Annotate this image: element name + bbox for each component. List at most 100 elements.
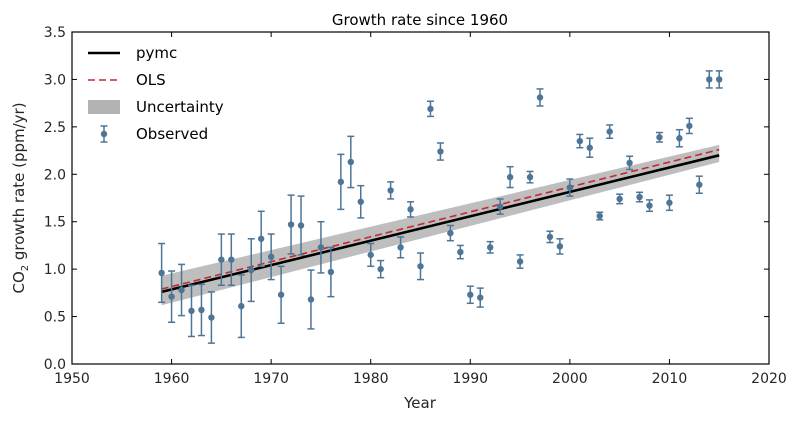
observed-point (576, 133, 584, 149)
observed-point (227, 233, 235, 287)
observed-marker (706, 76, 713, 83)
legend-label: Uncertainty (136, 98, 224, 116)
y-tick-label: 3.5 (44, 25, 66, 41)
observed-marker (248, 266, 255, 274)
observed-marker (467, 291, 474, 298)
x-tick-label: 1990 (452, 371, 488, 387)
observed-marker (367, 251, 374, 259)
y-tick-label: 3.0 (44, 72, 66, 88)
observed-point (307, 269, 315, 330)
observed-point (337, 153, 345, 211)
observed-marker (188, 307, 195, 315)
observed-point (596, 211, 604, 221)
observed-point (436, 142, 444, 161)
observed-point (397, 236, 405, 259)
observed-point (616, 193, 624, 205)
x-tick-label: 1970 (253, 371, 289, 387)
observed-marker (168, 293, 175, 300)
legend-label: OLS (136, 71, 166, 89)
observed-point (526, 170, 534, 184)
observed-point (178, 263, 186, 317)
legend-item: OLS (88, 71, 166, 89)
observed-marker (656, 134, 663, 141)
observed-point (536, 88, 544, 107)
observed-point (257, 210, 265, 268)
observed-point (546, 230, 554, 244)
legend-item: Observed (100, 125, 208, 143)
observed-point (247, 238, 255, 303)
observed-marker (397, 244, 404, 251)
observed-marker (626, 159, 633, 167)
observed-marker (377, 265, 384, 273)
ols-line (161, 148, 720, 290)
observed-point (516, 254, 524, 269)
observed-point (556, 238, 564, 255)
x-tick-label: 1980 (353, 371, 389, 387)
observed-marker (208, 314, 215, 321)
observed-marker (686, 122, 693, 130)
observed-marker (297, 222, 305, 229)
observed-point (636, 191, 644, 203)
observed-point (267, 233, 275, 281)
x-axis-label: Year (403, 394, 437, 412)
chart-title: Growth rate since 1960 (332, 11, 508, 29)
observed-marker (576, 137, 584, 145)
observed-marker (337, 178, 345, 186)
y-tick-label: 2.5 (44, 120, 66, 136)
observed-point (297, 195, 305, 256)
observed-point (566, 178, 574, 197)
observed-point (685, 117, 693, 135)
observed-point (317, 220, 325, 274)
legend-item: pymc (88, 44, 177, 62)
observed-marker (696, 181, 703, 188)
y-axis-label-subscript: 2 (20, 265, 31, 271)
y-tick-label: 0.0 (44, 357, 66, 373)
observed-marker (566, 184, 574, 191)
observed-point (456, 244, 464, 260)
observed-marker (676, 135, 683, 142)
legend-swatch-marker (100, 130, 108, 138)
observed-point (377, 259, 385, 279)
observed-marker (716, 76, 723, 83)
observed-marker (506, 173, 514, 181)
observed-marker (646, 202, 653, 209)
observed-point (646, 199, 654, 213)
observed-marker (178, 286, 185, 294)
observed-point (506, 165, 514, 189)
observed-point (586, 137, 594, 158)
observed-point (407, 201, 415, 218)
observed-marker (666, 199, 673, 206)
y-tick-label: 1.5 (44, 215, 66, 231)
observed-marker (447, 229, 454, 237)
observed-point (695, 175, 703, 195)
observed-point (237, 274, 245, 339)
legend: pymc OLS Uncertainty Observed (88, 44, 224, 143)
observed-marker (347, 158, 354, 166)
observed-point (675, 128, 683, 148)
observed-marker (586, 144, 593, 151)
observed-point (606, 124, 614, 139)
observed-marker (487, 244, 494, 251)
axes: 1950 1960 1970 1980 1990 2000 2010 2020 0.0 0.5 1.… (44, 25, 787, 387)
observed-point (197, 283, 205, 337)
observed-marker (616, 195, 623, 203)
observed-marker (536, 94, 544, 101)
observed-point (715, 70, 723, 89)
observed-point (466, 285, 474, 305)
legend-swatch-uncertainty (88, 100, 120, 114)
observed-marker (218, 256, 225, 263)
observed-point (168, 270, 176, 324)
observed-marker (606, 128, 613, 135)
observed-point (357, 184, 365, 219)
observed-marker (457, 248, 464, 256)
observed-point (705, 70, 713, 89)
observed-point (665, 194, 673, 212)
observed-point (217, 233, 225, 287)
y-tick-label: 2.0 (44, 167, 66, 183)
observed-point (207, 291, 215, 344)
observed-marker (267, 253, 275, 261)
observed-marker (417, 263, 424, 270)
uncertainty-band (161, 144, 720, 306)
y-axis-label-prefix: CO (10, 271, 28, 293)
